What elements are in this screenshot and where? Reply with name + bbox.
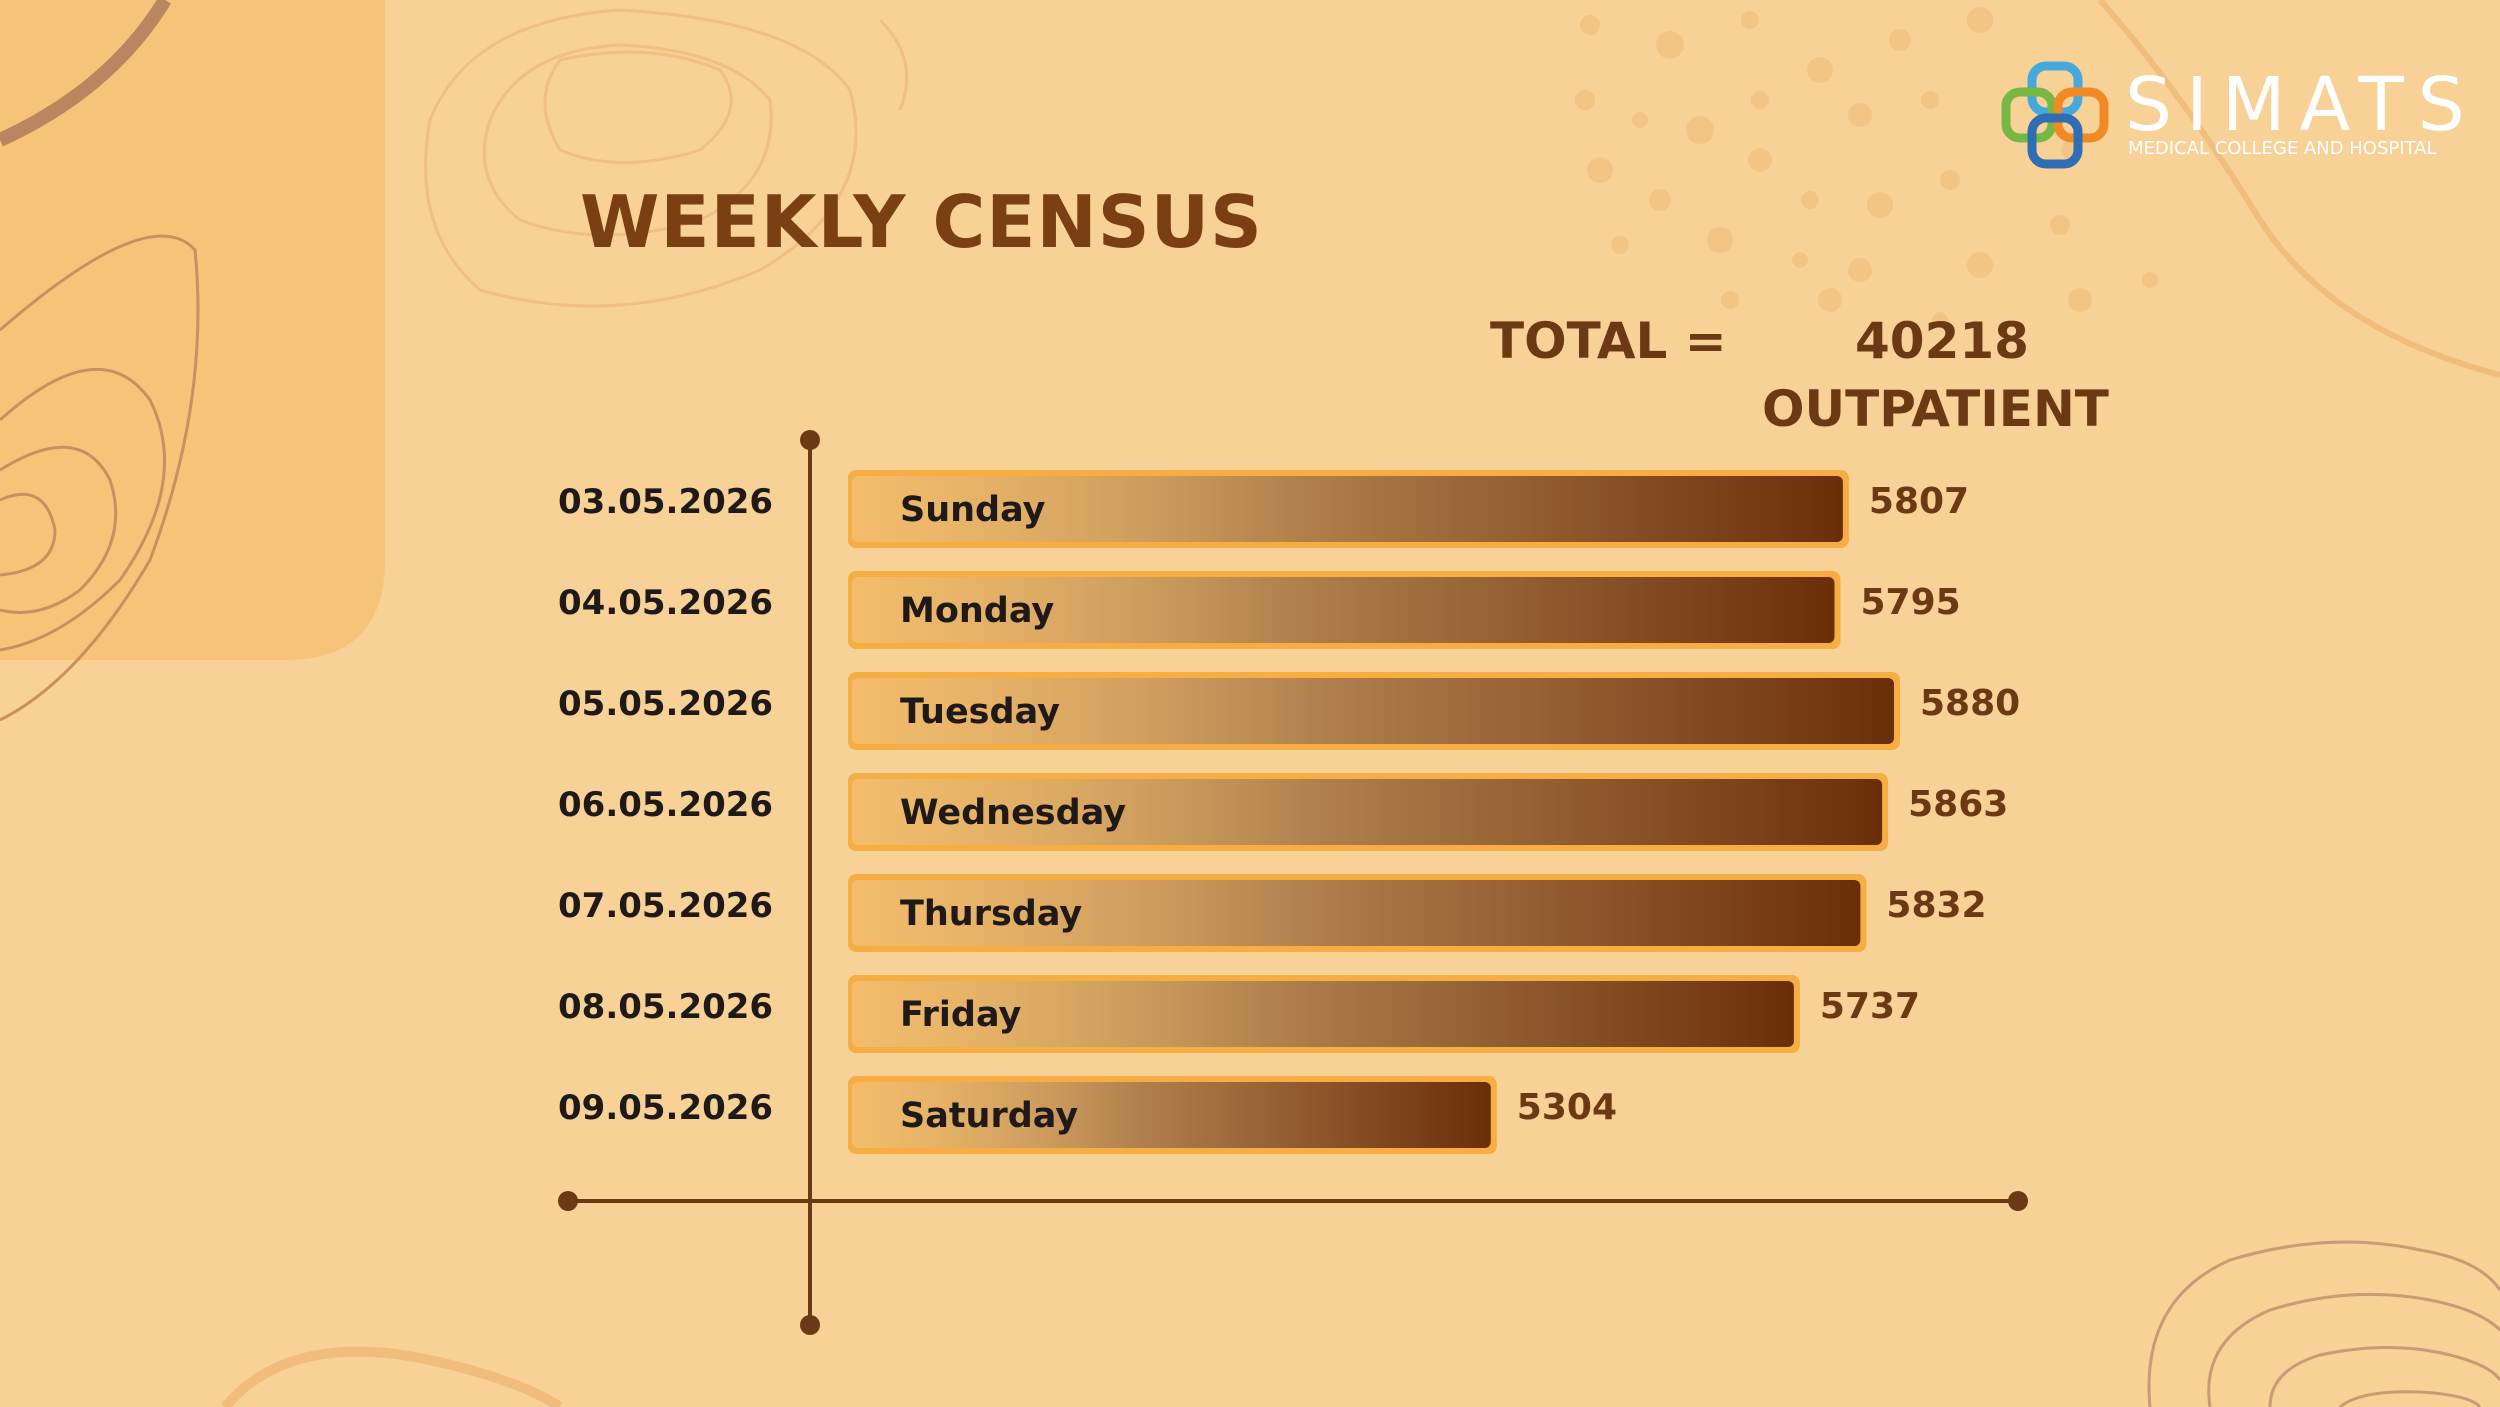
chart-title: WEEKLY CENSUS (580, 180, 1263, 264)
bar-value-label: 5807 (1869, 481, 1969, 522)
bar (852, 779, 1883, 845)
date-label: 03.05.2026 (558, 482, 773, 522)
bar-value-label: 5832 (1886, 885, 1986, 926)
bar (852, 981, 1794, 1047)
bar (852, 577, 1835, 643)
total-value: 40218 (1855, 312, 2029, 370)
bar (852, 1082, 1491, 1148)
bar (852, 476, 1843, 542)
x-axis-left-dot (558, 1191, 578, 1211)
interlocked-rings-icon (2001, 61, 2109, 169)
total-unit: OUTPATIENT (1762, 380, 2109, 438)
bar-value-label: 5304 (1517, 1087, 1617, 1128)
y-axis-bottom-dot (800, 1315, 820, 1335)
bar-category-label: Tuesday (900, 692, 1060, 732)
date-label: 08.05.2026 (558, 987, 773, 1027)
y-axis-top-dot (800, 430, 820, 450)
bar-category-label: Monday (900, 591, 1054, 631)
logo-subtitle: MEDICAL COLLEGE AND HOSPITAL (2128, 138, 2437, 159)
bar (852, 678, 1894, 744)
bar-category-label: Saturday (900, 1096, 1078, 1136)
bar-value-label: 5880 (1920, 683, 2020, 724)
date-label: 04.05.2026 (558, 583, 773, 623)
bar-category-label: Friday (900, 995, 1022, 1035)
bar-value-label: 5795 (1861, 582, 1961, 623)
date-label: 06.05.2026 (558, 785, 773, 825)
simats-logo: SIMATS MEDICAL COLLEGE AND HOSPITAL (2000, 60, 2465, 170)
date-label: 07.05.2026 (558, 886, 773, 926)
bar (852, 880, 1861, 946)
bar-category-label: Sunday (900, 490, 1046, 530)
bar-value-label: 5737 (1820, 986, 1920, 1027)
x-axis-right-dot (2008, 1191, 2028, 1211)
bar-category-label: Wednesday (900, 793, 1126, 833)
bar-category-label: Thursday (900, 894, 1082, 934)
date-label: 09.05.2026 (558, 1088, 773, 1128)
bar-value-label: 5863 (1908, 784, 2008, 825)
date-label: 05.05.2026 (558, 684, 773, 724)
total-label: TOTAL = (1490, 312, 1727, 370)
logo-wordmark: SIMATS (2125, 62, 2479, 148)
